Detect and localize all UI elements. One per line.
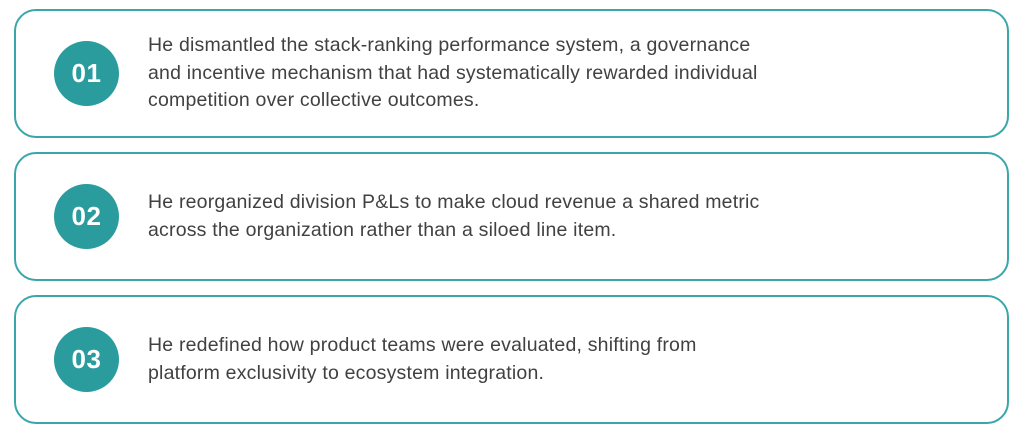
step-number-badge-2: 02 [54,184,119,249]
step-description-3: He redefined how product teams were eval… [148,334,697,384]
step-description-1: He dismantled the stack-ranking performa… [148,34,758,112]
step-description-2: He reorganized division P&Ls to make clo… [148,191,760,241]
step-number-badge-1: 01 [54,41,119,106]
step-number-badge-3: 03 [54,327,119,392]
list-item-card-2: 02 He reorganized division P&Ls to make … [14,152,1009,281]
list-item-card-3: 03 He redefined how product teams were e… [14,295,1009,424]
list-item-card-1: 01 He dismantled the stack-ranking perfo… [14,9,1009,138]
